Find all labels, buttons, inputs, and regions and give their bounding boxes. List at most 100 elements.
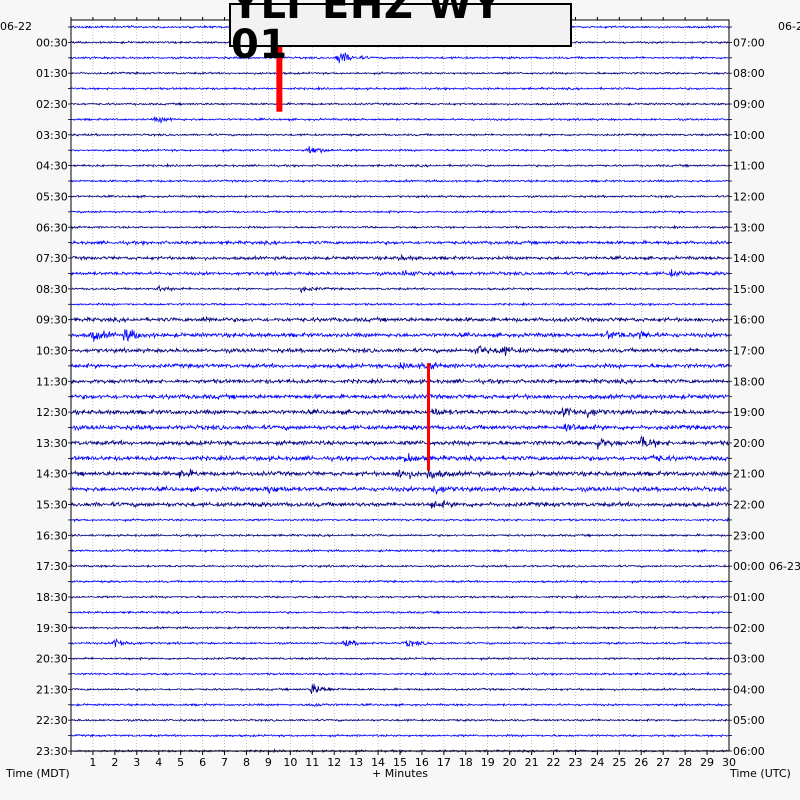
trace-row (70, 301, 729, 307)
event-marker (427, 362, 431, 471)
x-tick-label: 8 (243, 756, 250, 769)
x-tick-label: 17 (437, 756, 451, 769)
trace-row (70, 239, 729, 247)
trace-row (70, 377, 729, 385)
x-tick-label: 13 (349, 756, 363, 769)
right-hour-label: 11:00 (733, 160, 765, 173)
chart-title: YLT EHZ WY 01 (231, 0, 502, 68)
trace-row (70, 132, 729, 138)
trace-row (70, 671, 729, 677)
trace-row (70, 563, 729, 569)
x-tick-label: 5 (177, 756, 184, 769)
trace-row (70, 516, 729, 523)
left-hour-label: 16:30 (36, 529, 68, 542)
x-tick-label: 23 (568, 756, 582, 769)
left-hour-label: 23:30 (36, 745, 68, 758)
right-hour-label: 21:00 (733, 468, 765, 481)
x-tick-label: 10 (283, 756, 297, 769)
trace-row (70, 392, 729, 401)
date-right-label: 06-22 (778, 20, 800, 33)
trace-row (70, 593, 729, 600)
right-hour-label: 17:00 (733, 344, 765, 357)
x-tick-label: 7 (221, 756, 228, 769)
trace-row (70, 407, 729, 419)
trace-row (70, 115, 729, 124)
trace-row (70, 579, 729, 585)
x-tick-label: 22 (547, 756, 561, 769)
trace-row (70, 453, 729, 463)
right-hour-label: 12:00 (733, 190, 765, 203)
left-hour-label: 21:30 (36, 683, 68, 696)
trace-row (70, 609, 729, 615)
trace-row (70, 269, 729, 278)
left-hour-label: 20:30 (36, 653, 68, 666)
right-hour-label: 08:00 (733, 67, 765, 80)
trace-row (70, 52, 729, 64)
x-tick-label: 27 (656, 756, 670, 769)
y-right-axis-label: Time (UTC) (730, 767, 791, 780)
left-hour-label: 00:30 (36, 36, 68, 49)
left-hour-label: 07:30 (36, 252, 68, 265)
left-hour-label: 02:30 (36, 98, 68, 111)
right-hour-label: 20:00 (733, 437, 765, 450)
x-tick-label: 14 (371, 756, 385, 769)
x-tick-label: 6 (199, 756, 206, 769)
y-left-axis-label: Time (MDT) (6, 767, 70, 780)
x-tick-label: 12 (327, 756, 341, 769)
right-hour-label: 10:00 (733, 129, 765, 142)
trace-row (70, 468, 729, 480)
x-tick-label: 25 (612, 756, 626, 769)
trace-row (70, 702, 729, 708)
left-hour-label: 06:30 (36, 221, 68, 234)
x-tick-label: 21 (525, 756, 539, 769)
trace-row (70, 101, 729, 107)
left-hour-label: 05:30 (36, 190, 68, 203)
right-hour-label: 16:00 (733, 314, 765, 327)
x-tick-label: 19 (481, 756, 495, 769)
trace-row (70, 435, 729, 450)
trace-row (70, 656, 729, 662)
right-hour-label: 07:00 (733, 36, 765, 49)
left-hour-label: 22:30 (36, 714, 68, 727)
trace-row (70, 532, 729, 538)
right-hour-label: 01:00 (733, 591, 765, 604)
right-hour-label: 03:00 (733, 653, 765, 666)
trace-row (70, 284, 729, 294)
left-hour-label: 01:30 (36, 67, 68, 80)
right-hour-label: 05:00 (733, 714, 765, 727)
left-hour-label: 03:30 (36, 129, 68, 142)
x-tick-label: 3 (133, 756, 140, 769)
trace-row (70, 85, 729, 91)
trace-group (70, 17, 729, 754)
left-hour-label: 09:30 (36, 314, 68, 327)
right-hour-label: 14:00 (733, 252, 765, 265)
right-hour-label: 22:00 (733, 499, 765, 512)
x-tick-label: 11 (305, 756, 319, 769)
left-hour-label: 12:30 (36, 406, 68, 419)
trace-row (71, 625, 729, 631)
x-tick-label: 2 (111, 756, 118, 769)
x-tick-label: 16 (415, 756, 429, 769)
right-hour-label: 18:00 (733, 375, 765, 388)
left-hour-label: 08:30 (36, 283, 68, 296)
trace-row (70, 178, 729, 184)
trace-row (70, 484, 729, 495)
right-hour-label: 13:00 (733, 221, 765, 234)
left-hour-label: 04:30 (36, 160, 68, 173)
x-tick-label: 18 (459, 756, 473, 769)
right-hour-label: 15:00 (733, 283, 765, 296)
trace-row (70, 423, 729, 433)
left-hour-label: 11:30 (36, 375, 68, 388)
trace-row (70, 194, 729, 199)
trace-row (70, 71, 729, 76)
trace-row (70, 316, 729, 324)
x-tick-label: 26 (634, 756, 648, 769)
trace-row (70, 733, 729, 739)
event-marker (276, 21, 283, 112)
right-hour-label: 00:00 (733, 560, 765, 573)
trace-row (70, 146, 729, 154)
trace-row (70, 209, 729, 215)
x-tick-label: 24 (590, 756, 604, 769)
trace-row (70, 683, 729, 694)
